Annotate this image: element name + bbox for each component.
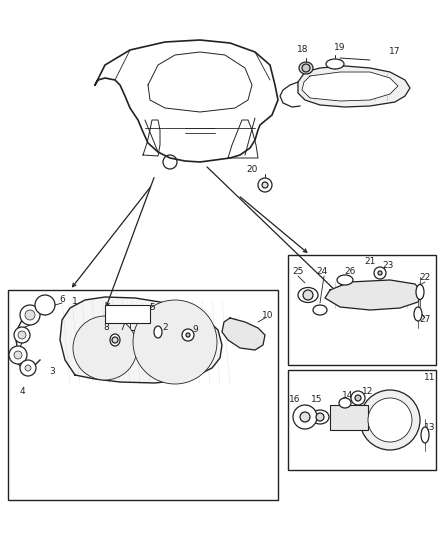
- Text: 17: 17: [389, 47, 401, 56]
- Ellipse shape: [154, 326, 162, 338]
- Ellipse shape: [326, 59, 344, 69]
- Ellipse shape: [311, 410, 329, 424]
- Text: 14: 14: [343, 392, 354, 400]
- Circle shape: [262, 182, 268, 188]
- Circle shape: [368, 398, 412, 442]
- Ellipse shape: [416, 285, 424, 300]
- Text: 11: 11: [424, 374, 435, 383]
- Ellipse shape: [421, 427, 429, 443]
- Polygon shape: [60, 297, 222, 383]
- Text: 7: 7: [119, 322, 125, 332]
- Circle shape: [360, 390, 420, 450]
- Text: 10: 10: [262, 311, 274, 319]
- Text: 16: 16: [289, 394, 301, 403]
- Text: 21: 21: [364, 257, 376, 266]
- Circle shape: [20, 360, 36, 376]
- Text: 26: 26: [344, 268, 356, 277]
- Circle shape: [302, 64, 310, 72]
- Text: 25: 25: [292, 268, 304, 277]
- Circle shape: [258, 178, 272, 192]
- Polygon shape: [302, 72, 398, 101]
- Circle shape: [182, 329, 194, 341]
- Ellipse shape: [337, 275, 353, 285]
- Circle shape: [35, 295, 55, 315]
- Text: 2: 2: [162, 322, 168, 332]
- Polygon shape: [222, 318, 265, 350]
- Text: 12: 12: [362, 387, 374, 397]
- Text: 9: 9: [192, 326, 198, 335]
- Text: 4: 4: [19, 387, 25, 397]
- Circle shape: [73, 316, 137, 380]
- Circle shape: [14, 327, 30, 343]
- Bar: [288, 370, 436, 470]
- Text: 8: 8: [103, 324, 109, 333]
- Ellipse shape: [110, 334, 120, 346]
- Bar: [8, 290, 278, 500]
- Ellipse shape: [339, 398, 351, 408]
- Circle shape: [25, 310, 35, 320]
- Circle shape: [355, 395, 361, 401]
- Text: 3: 3: [49, 367, 55, 376]
- Polygon shape: [325, 280, 422, 310]
- Bar: [330, 405, 368, 430]
- Bar: [288, 255, 436, 365]
- Ellipse shape: [414, 307, 422, 321]
- Text: 15: 15: [311, 394, 323, 403]
- Text: 13: 13: [424, 424, 436, 432]
- Ellipse shape: [299, 62, 313, 74]
- Circle shape: [186, 333, 190, 337]
- Circle shape: [300, 412, 310, 422]
- Circle shape: [20, 305, 40, 325]
- Text: 1: 1: [72, 297, 78, 306]
- Circle shape: [133, 300, 217, 384]
- Circle shape: [351, 391, 365, 405]
- Text: 19: 19: [334, 43, 346, 52]
- Text: 22: 22: [419, 273, 431, 282]
- Circle shape: [18, 331, 26, 339]
- Text: 23: 23: [382, 261, 394, 270]
- Circle shape: [9, 346, 27, 364]
- Text: 27: 27: [419, 316, 431, 325]
- Circle shape: [316, 413, 324, 421]
- Text: 18: 18: [297, 45, 309, 54]
- Bar: [105, 305, 150, 323]
- Circle shape: [112, 337, 118, 343]
- Circle shape: [374, 267, 386, 279]
- Text: 24: 24: [316, 268, 328, 277]
- Circle shape: [25, 365, 31, 371]
- Text: 5: 5: [149, 303, 155, 311]
- Circle shape: [293, 405, 317, 429]
- Circle shape: [14, 351, 22, 359]
- Polygon shape: [298, 66, 410, 107]
- Circle shape: [303, 290, 313, 300]
- Text: 20: 20: [246, 166, 258, 174]
- Ellipse shape: [298, 287, 318, 303]
- Circle shape: [378, 271, 382, 275]
- Ellipse shape: [313, 305, 327, 315]
- Text: 6: 6: [59, 295, 65, 304]
